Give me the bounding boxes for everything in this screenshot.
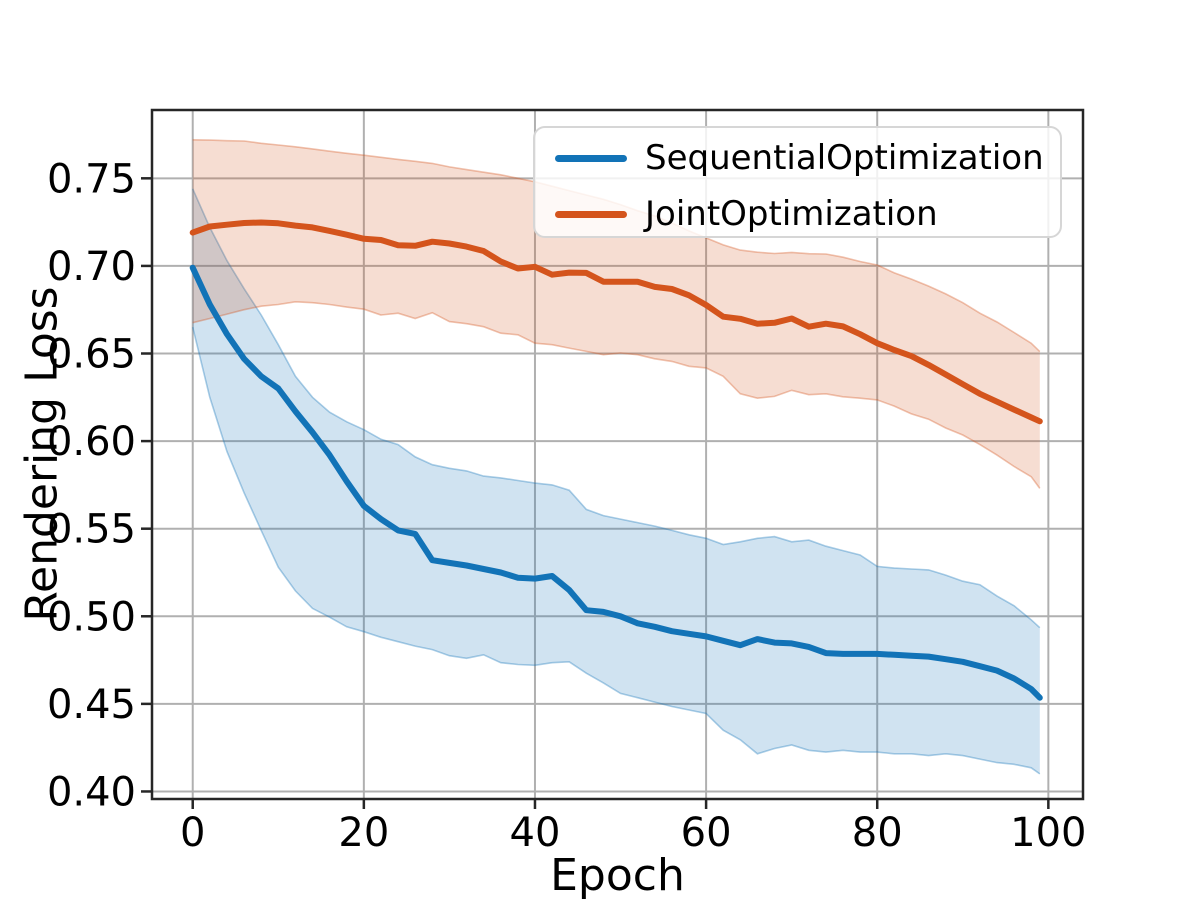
band-lower-edge-joint xyxy=(192,300,1041,489)
y-tick-label: 0.45 xyxy=(47,682,136,728)
x-axis-label: Epoch xyxy=(550,850,685,900)
x-tick-label: 0 xyxy=(180,810,205,856)
y-tick-label: 0.55 xyxy=(47,507,136,553)
y-tick-label: 0.75 xyxy=(47,156,136,202)
band-lower-edge-sequential xyxy=(191,327,1041,775)
legend: SequentialOptimization JointOptimization xyxy=(533,126,1062,238)
confidence-band-joint xyxy=(192,139,1040,489)
loss-line-sequential xyxy=(189,264,1043,701)
legend-label-sequential: SequentialOptimization xyxy=(645,138,1044,178)
y-tick-label: 0.50 xyxy=(47,594,136,640)
y-tick-label: 0.70 xyxy=(47,244,136,290)
y-axis-label: Rendering Loss xyxy=(16,286,68,622)
y-tick-label: 0.40 xyxy=(47,769,136,815)
legend-line-sample-blue xyxy=(555,154,627,162)
x-tick-label: 100 xyxy=(1010,810,1086,856)
loss-line-joint xyxy=(189,219,1043,425)
y-tick-label: 0.65 xyxy=(47,332,136,378)
x-tick-label: 60 xyxy=(681,810,732,856)
plot-border xyxy=(150,108,1085,801)
confidence-band-sequential xyxy=(192,188,1040,774)
x-tick-label: 20 xyxy=(338,810,389,856)
legend-item-joint: JointOptimization xyxy=(555,186,1060,242)
legend-item-sequential: SequentialOptimization xyxy=(555,130,1060,186)
x-tick-label: 80 xyxy=(852,810,903,856)
legend-line-sample-orange xyxy=(555,210,627,218)
legend-label-joint: JointOptimization xyxy=(645,194,938,234)
y-tick-label: 0.60 xyxy=(47,419,136,465)
band-upper-edge-sequential xyxy=(191,188,1041,629)
x-tick-label: 40 xyxy=(510,810,561,856)
